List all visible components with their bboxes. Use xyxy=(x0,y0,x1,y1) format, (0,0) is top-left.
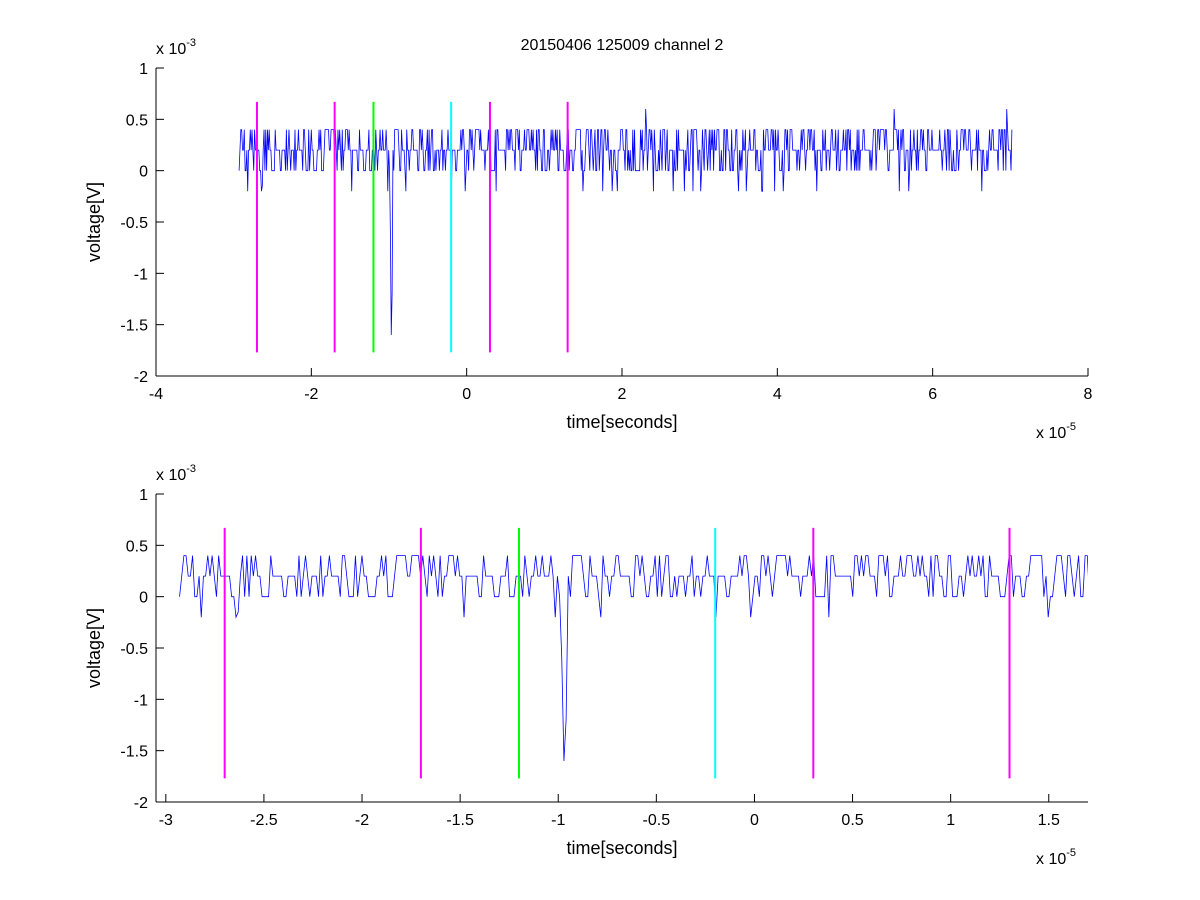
y-tick-label: 0 xyxy=(139,164,148,181)
x-exponent-power: -5 xyxy=(1066,847,1076,859)
x-tick-label: -4 xyxy=(149,386,163,403)
x-exponent-label: x 10-5 xyxy=(1036,847,1076,868)
y-axis-label: voltage[V] xyxy=(84,608,104,688)
y-exponent-label: x 10-3 xyxy=(156,463,196,484)
x-tick-label: -2.5 xyxy=(250,812,278,829)
chart-title: 20150406 125009 channel 2 xyxy=(521,37,724,54)
y-tick-label: 1 xyxy=(139,61,148,78)
y-axis-label: voltage[V] xyxy=(84,182,104,262)
y-exponent-base: x 10 xyxy=(156,41,186,58)
y-tick-label: 0.5 xyxy=(126,112,148,129)
y-tick-label: -2 xyxy=(134,795,148,812)
y-tick-label: 0 xyxy=(139,590,148,607)
signal-trace xyxy=(179,555,1088,761)
x-axis-label: time[seconds] xyxy=(566,412,677,432)
x-exponent-label: x 10-5 xyxy=(1036,421,1076,442)
x-tick-label: 0 xyxy=(750,812,759,829)
y-tick-label: -0.5 xyxy=(120,641,148,658)
y-exponent-power: -3 xyxy=(186,463,196,475)
x-axis-label: time[seconds] xyxy=(566,838,677,858)
signal-trace xyxy=(238,109,1013,335)
x-tick-label: -2 xyxy=(355,812,369,829)
x-tick-label: 4 xyxy=(773,386,782,403)
top-panel: -4 -2 0 2 4 6 8-2-1.5-1-0.500.51x 10-3x 10-5ti… xyxy=(84,37,1093,442)
y-tick-label: -2 xyxy=(134,369,148,386)
y-exponent-power: -3 xyxy=(186,37,196,49)
x-tick-label: 0 xyxy=(462,386,471,403)
y-exponent-base: x 10 xyxy=(156,467,186,484)
y-exponent-label: x 10-3 xyxy=(156,37,196,58)
y-tick-label: 1 xyxy=(139,487,148,504)
x-tick-label: -3 xyxy=(159,812,173,829)
y-tick-label: -1 xyxy=(134,692,148,709)
x-tick-label: 1 xyxy=(946,812,955,829)
y-tick-label: -1.5 xyxy=(120,744,148,761)
x-tick-label: -1 xyxy=(551,812,565,829)
y-tick-label: -1.5 xyxy=(120,318,148,335)
x-tick-label: 1.5 xyxy=(1038,812,1060,829)
x-tick-label: -2 xyxy=(304,386,318,403)
x-tick-label: 2 xyxy=(618,386,627,403)
x-tick-label: 0.5 xyxy=(841,812,863,829)
x-exponent-base: x 10 xyxy=(1036,851,1066,868)
y-tick-label: 0.5 xyxy=(126,538,148,555)
x-exponent-power: -5 xyxy=(1066,421,1076,433)
y-tick-label: -1 xyxy=(134,266,148,283)
x-tick-label: 6 xyxy=(928,386,937,403)
x-exponent-base: x 10 xyxy=(1036,425,1066,442)
x-tick-label: -1.5 xyxy=(446,812,474,829)
x-tick-label: 8 xyxy=(1084,386,1093,403)
x-tick-label: -0.5 xyxy=(643,812,671,829)
bottom-panel: -3 -2.5 -2 -1.5 -1 -0.5 0 0.5 1 1.5 -2 -1.5 -1 -0.5 0 0… xyxy=(84,463,1088,868)
y-tick-label: -0.5 xyxy=(120,215,148,232)
